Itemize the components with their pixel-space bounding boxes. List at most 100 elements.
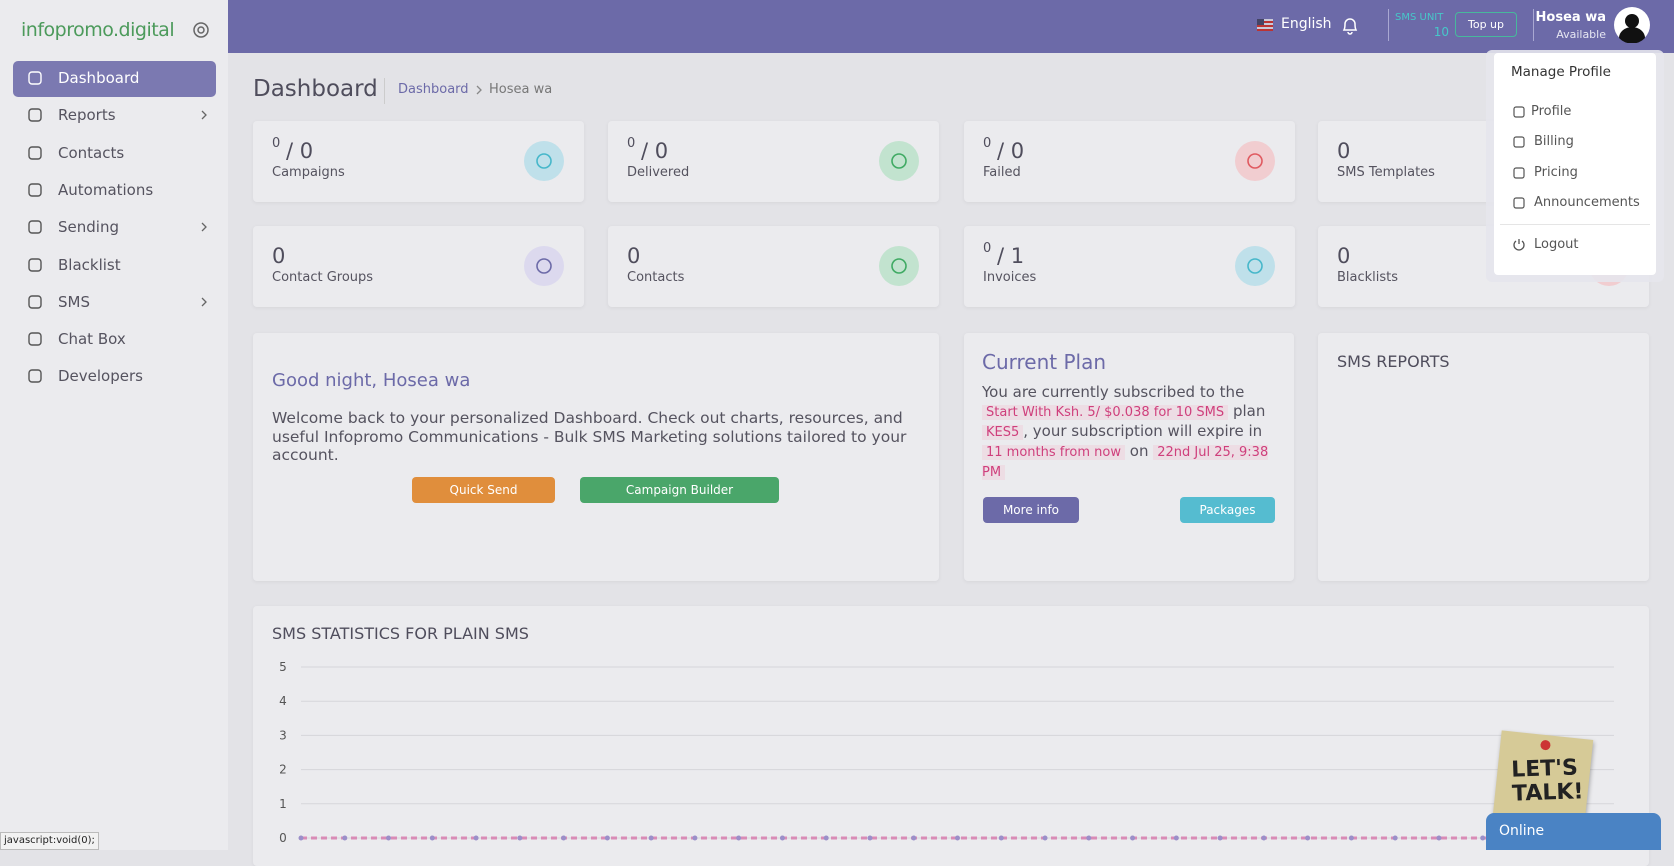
pin bbox=[1539, 739, 1551, 751]
welcome-card: Good night, Hosea wa Welcome back to you… bbox=[253, 333, 939, 581]
stat-card: 0 / 0 Delivered bbox=[608, 121, 939, 202]
menu-icon bbox=[1513, 197, 1525, 209]
icon-glyph bbox=[536, 153, 552, 169]
nav-item[interactable]: Blacklist bbox=[58, 255, 121, 274]
stat-icon bbox=[524, 246, 564, 286]
icon-shape bbox=[28, 183, 42, 197]
flag bbox=[1257, 19, 1273, 31]
nav-icon bbox=[28, 183, 42, 197]
data-point bbox=[298, 835, 304, 841]
data-point bbox=[779, 835, 785, 841]
icon-shape bbox=[536, 258, 552, 274]
menu-item[interactable]: Announcements bbox=[1534, 194, 1640, 210]
stat-label: Delivered bbox=[627, 165, 690, 180]
data-point bbox=[604, 835, 610, 841]
chat-bar[interactable]: Online bbox=[1486, 813, 1661, 850]
text: TALK! bbox=[1511, 779, 1584, 807]
data-point bbox=[736, 835, 742, 841]
icon-glyph bbox=[891, 153, 907, 169]
nav-icon bbox=[28, 295, 42, 309]
nav-item[interactable]: Automations bbox=[58, 180, 154, 199]
nav-icon bbox=[28, 108, 42, 122]
quick-send-button[interactable]: Quick Send bbox=[412, 477, 555, 503]
icon-shape bbox=[28, 145, 42, 160]
stat-card: 0 / 0 Failed bbox=[964, 121, 1295, 202]
data-point bbox=[1261, 835, 1267, 841]
sidebar: infopromo.digital Dashboard Reports Contac… bbox=[0, 0, 228, 850]
plan-text: You are currently subscribed to the Star… bbox=[982, 383, 1280, 482]
menu-icon bbox=[1513, 136, 1525, 148]
lets-talk-sticker[interactable]: LET'S TALK! bbox=[1492, 730, 1594, 826]
user-name[interactable]: Hosea wa bbox=[1535, 10, 1606, 25]
packages-button[interactable]: Packages bbox=[1180, 497, 1275, 523]
icon-shape bbox=[891, 153, 907, 169]
nav-item[interactable]: Reports bbox=[58, 106, 116, 125]
plan-code: KES5 bbox=[982, 425, 1024, 440]
top-up-button[interactable]: Top up bbox=[1455, 12, 1517, 37]
icon-shape bbox=[28, 295, 42, 309]
icon-shape bbox=[1513, 136, 1525, 148]
menu-item[interactable]: Pricing bbox=[1534, 164, 1578, 180]
plan-card: Current Plan You are currently subscribe… bbox=[964, 333, 1294, 581]
data-point bbox=[1348, 835, 1354, 841]
sms-unit-label: SMS UNIT bbox=[1395, 12, 1444, 23]
chevron-path bbox=[201, 297, 207, 307]
chevron-path bbox=[201, 222, 207, 232]
page-title: Dashboard bbox=[253, 76, 378, 102]
nav-item[interactable]: Dashboard bbox=[58, 69, 140, 87]
data-point bbox=[342, 835, 348, 841]
nav-item[interactable]: SMS bbox=[58, 292, 90, 311]
greeting: Good night, Hosea wa bbox=[272, 370, 471, 391]
nav-item[interactable]: Contacts bbox=[58, 143, 125, 162]
campaign-builder-button[interactable]: Campaign Builder bbox=[580, 477, 779, 503]
stat-label: Contact Groups bbox=[272, 270, 374, 285]
bell[interactable] bbox=[1341, 16, 1359, 36]
data-point bbox=[473, 835, 479, 841]
more-info-button[interactable]: More info bbox=[983, 497, 1079, 523]
stats-title: SMS STATISTICS FOR PLAIN SMS bbox=[272, 624, 529, 643]
y-tick-label: 3 bbox=[279, 728, 287, 742]
logout[interactable]: Logout bbox=[1534, 237, 1579, 252]
nav-item[interactable]: Chat Box bbox=[58, 330, 126, 349]
stat-value: 0 bbox=[1337, 139, 1351, 163]
data-point bbox=[517, 835, 523, 841]
stat-icon bbox=[1235, 246, 1275, 286]
text: , your subscription will expire in bbox=[1023, 422, 1263, 440]
icon-shape bbox=[1513, 166, 1525, 179]
nav-icon bbox=[28, 220, 42, 234]
data-point bbox=[911, 835, 917, 841]
logo[interactable]: infopromo.digital bbox=[21, 19, 175, 41]
nav-item[interactable]: Sending bbox=[58, 218, 119, 237]
nav-item[interactable]: Developers bbox=[58, 367, 143, 386]
stat-value: 0 bbox=[272, 244, 286, 268]
menu-item[interactable]: Billing bbox=[1534, 134, 1574, 150]
stat-label: SMS Templates bbox=[1337, 165, 1435, 180]
stat-label: Invoices bbox=[983, 270, 1037, 285]
sms-unit-value: 10 bbox=[1433, 25, 1449, 39]
stat-icon bbox=[879, 141, 919, 181]
data-point bbox=[1480, 835, 1486, 841]
chevron bbox=[201, 110, 207, 120]
stats-chart: 0 1 2 3 4 5 bbox=[279, 660, 1617, 845]
breadcrumb-link[interactable]: Dashboard bbox=[398, 82, 469, 97]
active-item bbox=[13, 61, 216, 97]
data-point bbox=[648, 835, 654, 841]
icon-shape bbox=[1513, 197, 1525, 209]
language[interactable]: English bbox=[1281, 16, 1332, 32]
icon-shape bbox=[1247, 153, 1263, 169]
menu-item[interactable]: Profile bbox=[1531, 104, 1572, 119]
nav-icon bbox=[28, 332, 42, 346]
icon-shape bbox=[536, 153, 552, 169]
stat-value: / 0 bbox=[641, 139, 669, 163]
icon-glyph bbox=[1247, 153, 1263, 169]
icon-glyph bbox=[1247, 258, 1263, 274]
stat-sup: 0 bbox=[983, 241, 992, 256]
stat-sup: 0 bbox=[272, 136, 281, 151]
divider bbox=[1533, 9, 1534, 41]
collapse-icon[interactable] bbox=[192, 21, 210, 39]
icon-shape bbox=[28, 332, 42, 346]
stat-icon bbox=[524, 141, 564, 181]
avatar[interactable] bbox=[1614, 7, 1650, 43]
y-tick-label: 4 bbox=[279, 694, 287, 708]
